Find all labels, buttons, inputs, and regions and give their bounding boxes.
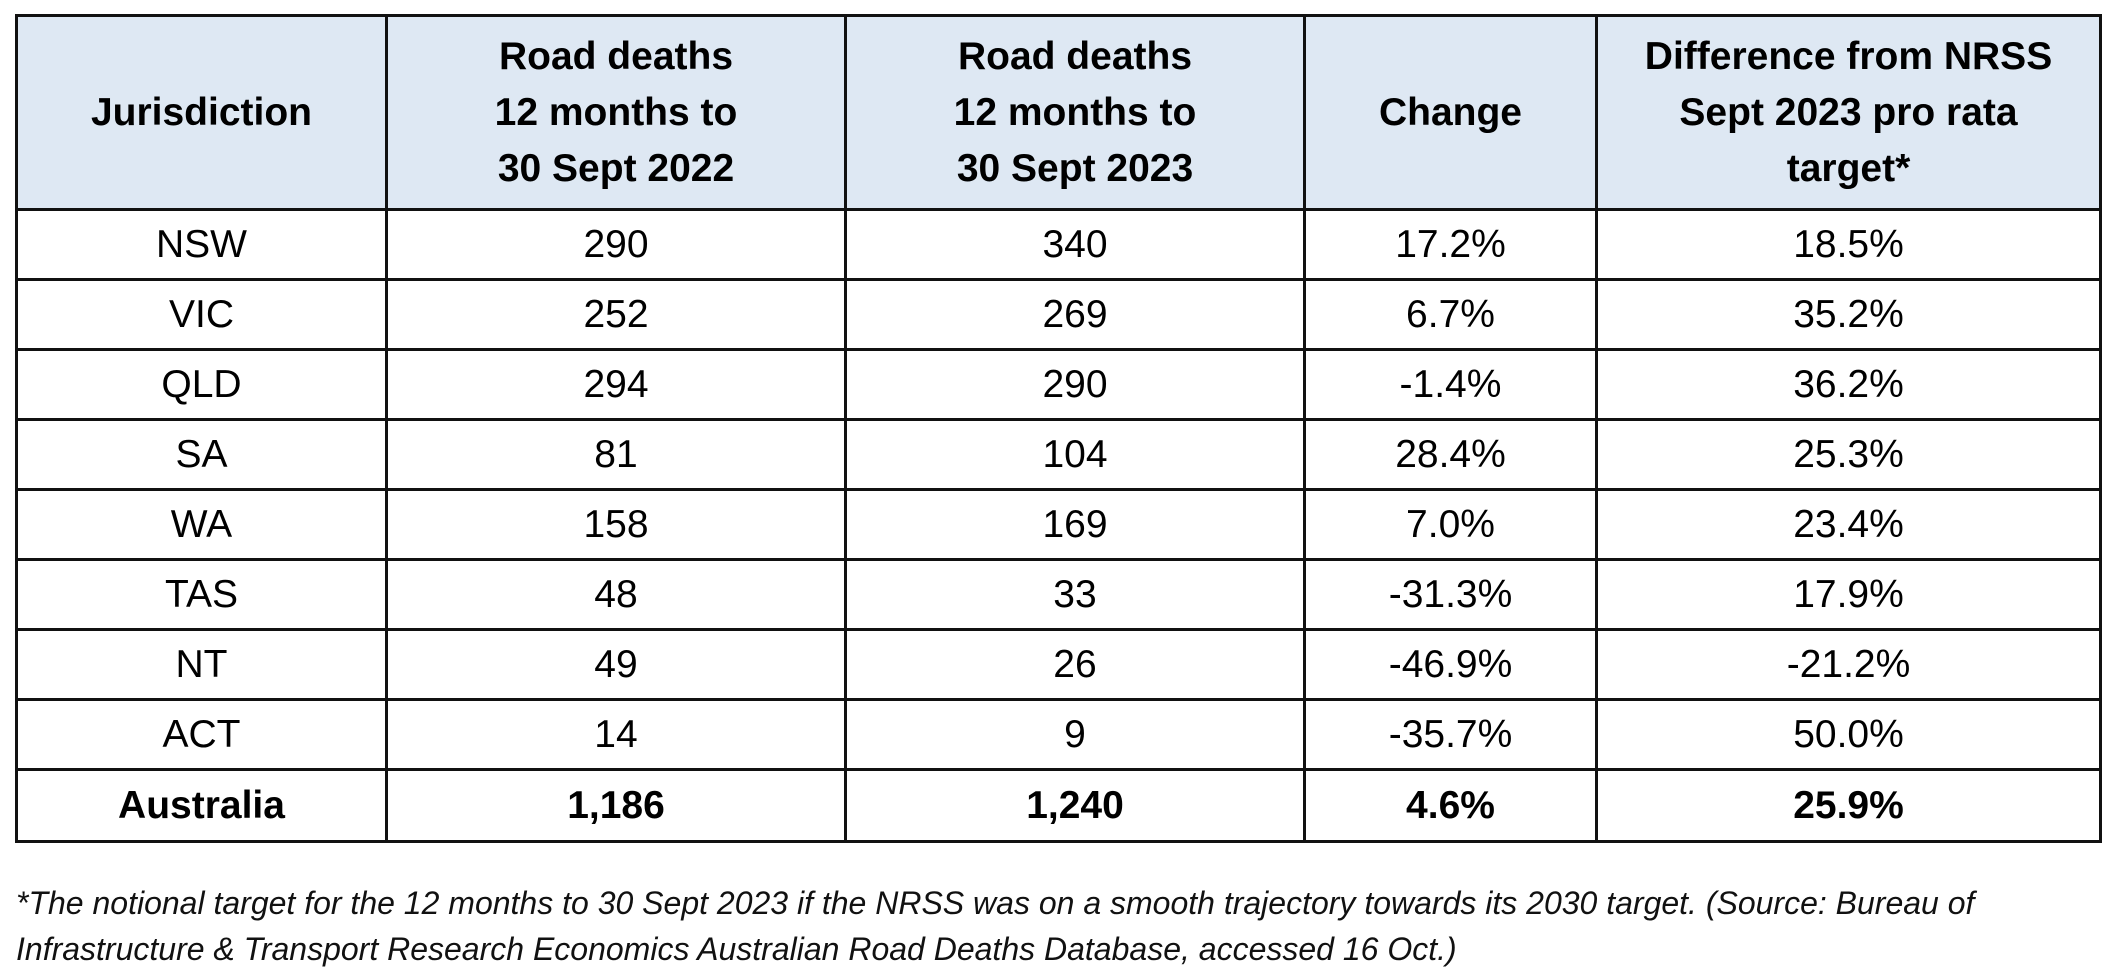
total-change: 4.6% (1303, 768, 1598, 843)
cell-jurisdiction: TAS (15, 558, 388, 631)
cell-difference: 36.2% (1595, 348, 2102, 421)
cell-jurisdiction: VIC (15, 278, 388, 351)
cell-deaths-2022: 49 (385, 628, 847, 701)
header-line: 30 Sept 2023 (956, 146, 1194, 190)
cell-deaths-2022: 294 (385, 348, 847, 421)
total-deaths-2022: 1,186 (385, 768, 847, 843)
header-line: 12 months to (494, 90, 738, 134)
table-row: SA 81 104 28.4% 25.3% (15, 418, 2102, 491)
table-row: ACT 14 9 -35.7% 50.0% (15, 698, 2102, 771)
cell-change: 17.2% (1303, 208, 1598, 281)
cell-difference: 25.3% (1595, 418, 2102, 491)
cell-deaths-2022: 14 (385, 698, 847, 771)
cell-jurisdiction: ACT (15, 698, 388, 771)
cell-deaths-2023: 104 (844, 418, 1306, 491)
header-line: 30 Sept 2022 (497, 146, 735, 190)
road-deaths-table-container: Jurisdiction Road deaths 12 months to 30… (15, 14, 2102, 843)
cell-deaths-2022: 48 (385, 558, 847, 631)
cell-deaths-2023: 269 (844, 278, 1306, 351)
header-line: Change (1378, 90, 1522, 134)
cell-jurisdiction: NT (15, 628, 388, 701)
cell-deaths-2023: 340 (844, 208, 1306, 281)
cell-difference: 35.2% (1595, 278, 2102, 351)
total-deaths-2023: 1,240 (844, 768, 1306, 843)
cell-change: 28.4% (1303, 418, 1598, 491)
cell-change: 7.0% (1303, 488, 1598, 561)
cell-deaths-2022: 158 (385, 488, 847, 561)
header-line: Jurisdiction (90, 90, 313, 134)
header-change: Change (1303, 14, 1598, 211)
table-row: QLD 294 290 -1.4% 36.2% (15, 348, 2102, 421)
table-row: WA 158 169 7.0% 23.4% (15, 488, 2102, 561)
cell-deaths-2023: 26 (844, 628, 1306, 701)
cell-jurisdiction: WA (15, 488, 388, 561)
cell-deaths-2022: 290 (385, 208, 847, 281)
header-difference-from-target: Difference from NRSS Sept 2023 pro rata … (1595, 14, 2102, 211)
cell-change: -46.9% (1303, 628, 1598, 701)
cell-change: -35.7% (1303, 698, 1598, 771)
cell-jurisdiction: QLD (15, 348, 388, 421)
header-line: Sept 2023 pro rata (1679, 90, 2018, 134)
header-deaths-2023: Road deaths 12 months to 30 Sept 2023 (844, 14, 1306, 211)
cell-deaths-2023: 9 (844, 698, 1306, 771)
header-line: Road deaths (498, 34, 734, 78)
footnote: *The notional target for the 12 months t… (16, 880, 2116, 972)
cell-deaths-2022: 81 (385, 418, 847, 491)
road-deaths-table: Jurisdiction Road deaths 12 months to 30… (15, 14, 2102, 843)
header-line: 12 months to (953, 90, 1197, 134)
cell-jurisdiction: SA (15, 418, 388, 491)
cell-jurisdiction: NSW (15, 208, 388, 281)
total-jurisdiction: Australia (15, 768, 388, 843)
cell-difference: 50.0% (1595, 698, 2102, 771)
cell-difference: 23.4% (1595, 488, 2102, 561)
cell-deaths-2022: 252 (385, 278, 847, 351)
table-row: NT 49 26 -46.9% -21.2% (15, 628, 2102, 701)
cell-change: -1.4% (1303, 348, 1598, 421)
cell-deaths-2023: 290 (844, 348, 1306, 421)
table-row: TAS 48 33 -31.3% 17.9% (15, 558, 2102, 631)
table-row: NSW 290 340 17.2% 18.5% (15, 208, 2102, 281)
cell-deaths-2023: 33 (844, 558, 1306, 631)
footnote-line: *The notional target for the 12 months t… (16, 885, 1975, 921)
cell-deaths-2023: 169 (844, 488, 1306, 561)
cell-difference: -21.2% (1595, 628, 2102, 701)
header-deaths-2022: Road deaths 12 months to 30 Sept 2022 (385, 14, 847, 211)
cell-difference: 18.5% (1595, 208, 2102, 281)
cell-difference: 17.9% (1595, 558, 2102, 631)
cell-change: -31.3% (1303, 558, 1598, 631)
cell-change: 6.7% (1303, 278, 1598, 351)
total-difference: 25.9% (1595, 768, 2102, 843)
header-line: Difference from NRSS (1644, 34, 2053, 78)
table-total-row: Australia 1,186 1,240 4.6% 25.9% (15, 768, 2102, 843)
table-header-row: Jurisdiction Road deaths 12 months to 30… (15, 14, 2102, 211)
table-row: VIC 252 269 6.7% 35.2% (15, 278, 2102, 351)
footnote-line: Infrastructure & Transport Research Econ… (16, 931, 1457, 967)
header-jurisdiction: Jurisdiction (15, 14, 388, 211)
header-line: Road deaths (957, 34, 1193, 78)
header-line: target* (1786, 146, 1911, 190)
